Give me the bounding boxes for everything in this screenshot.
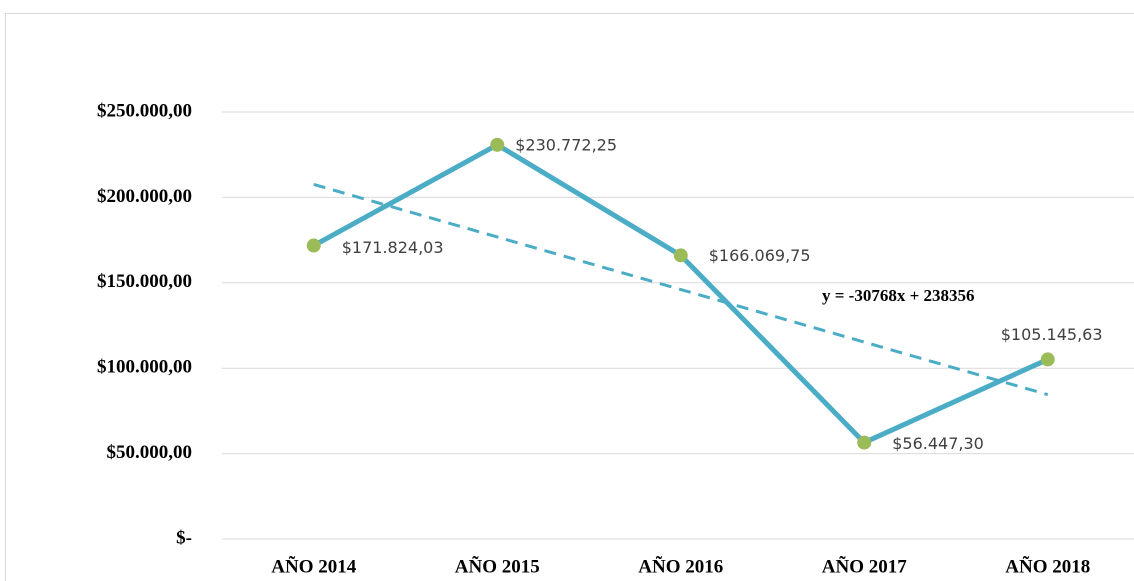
y-tick-label: $200.000,00 [97,186,192,207]
data-point [306,238,321,253]
x-tick-label: AÑO 2015 [455,555,540,577]
x-tick-label: AÑO 2017 [822,555,907,577]
data-point [673,248,688,263]
y-tick-label: $250.000,00 [97,100,192,121]
x-tick-label: AÑO 2018 [1005,555,1090,577]
trendline [313,182,1049,397]
data-label: $56.447,30 [892,434,984,453]
x-tick-label: AÑO 2014 [271,555,356,577]
data-label: $171.824,03 [342,238,444,257]
data-label: $166.069,75 [709,246,811,265]
data-label: $105.145,63 [1001,325,1103,344]
y-tick-label: $50.000,00 [107,442,193,463]
data-point [857,435,872,450]
x-tick-label: AÑO 2016 [638,555,723,577]
data-label: $230.772,25 [515,135,617,154]
y-tick-label: $150.000,00 [97,271,192,292]
y-tick-label: $- [176,527,192,548]
y-tick-label: $100.000,00 [97,357,192,378]
data-point [490,137,505,152]
trendline-equation: y = -30768x + 238356 [822,286,975,305]
chart-border [5,13,1134,581]
data-point [1040,352,1055,367]
